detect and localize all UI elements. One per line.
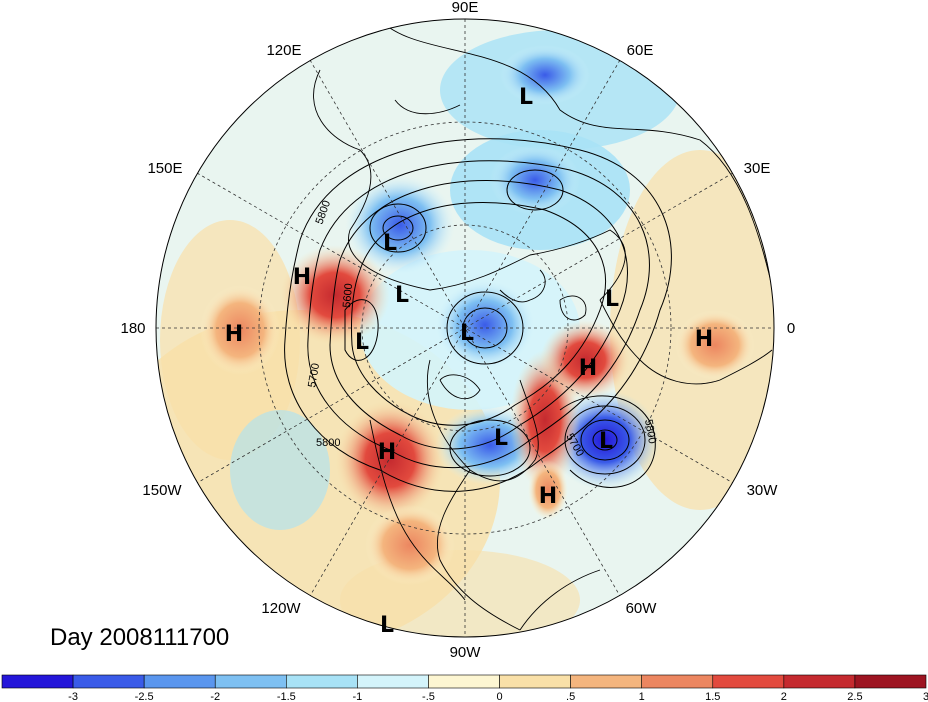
colorbar-swatch (570, 674, 642, 689)
colorbar-tick-label: .5 (566, 691, 575, 702)
graticule (156, 19, 774, 637)
high-center: H (378, 440, 396, 465)
lon-label-90e: 90E (452, 0, 479, 16)
colorbar-tick-label: -2 (210, 691, 220, 702)
colorbar-tick-label: 2.5 (847, 691, 862, 702)
high-center: H (539, 484, 557, 509)
colorbar-swatch (712, 674, 785, 689)
low-center: L (599, 429, 613, 454)
colorbar-tick-label: 3 (923, 691, 928, 702)
colorbar-tick-label: 2 (781, 691, 787, 702)
contour-label: 5600 (341, 283, 355, 308)
low-center: L (355, 330, 369, 355)
low-center: L (494, 426, 508, 451)
low-center: L (380, 613, 394, 638)
anomaly-field (156, 19, 774, 637)
colorbar-swatch (854, 674, 927, 689)
colorbar-swatch (143, 674, 216, 689)
colorbar-swatch (428, 674, 500, 689)
colorbar-tick-label: 0 (496, 691, 502, 702)
colorbar-tick-label: -2.5 (135, 691, 154, 702)
lon-label-120w: 120W (261, 600, 301, 617)
high-center: H (225, 322, 243, 347)
lon-label-30e: 30E (744, 160, 771, 177)
colorbar-tick-label: -3 (68, 691, 78, 702)
high-center: H (579, 356, 597, 381)
colorbar-swatch (286, 674, 358, 689)
lon-label-90w: 90W (450, 644, 482, 661)
day-label: Day 2008111700 (50, 624, 229, 651)
colorbar-swatch (357, 674, 429, 689)
colorbar-tick-label: 1 (639, 691, 645, 702)
lon-label-150w: 150W (142, 482, 182, 499)
colorbar-swatch (641, 674, 714, 689)
colorbar-tick-label: -1.5 (277, 691, 296, 702)
colorbar-ticks: -3 -2.5 -2 -1.5 -1 -.5 0 .5 1 1.5 2 2.5 3 (68, 691, 928, 702)
lon-label-0: 0 (787, 320, 795, 337)
contour-label: 5800 (642, 418, 658, 444)
coastlines (313, 19, 774, 631)
colorbar-tick-label: -1 (352, 691, 362, 702)
contour-label: 5800 (316, 437, 340, 449)
colorbar-swatch (1, 674, 74, 689)
lon-label-120e: 120E (266, 42, 301, 59)
colorbar-swatch (499, 674, 571, 689)
contour-label: 5700 (306, 362, 322, 388)
map-boundary (155, 18, 775, 638)
high-center: H (293, 265, 311, 290)
low-center: L (460, 321, 474, 346)
lon-label-30w: 30W (747, 482, 779, 499)
colorbar-tick-label: 1.5 (705, 691, 720, 702)
lon-label-60w: 60W (626, 600, 658, 617)
colorbar (1, 674, 927, 689)
low-center: L (605, 287, 619, 312)
high-center: H (695, 327, 713, 352)
colorbar-swatch (214, 674, 287, 689)
low-center: L (395, 283, 409, 308)
lon-label-60e: 60E (627, 42, 654, 59)
colorbar-swatch (72, 674, 145, 689)
low-center: L (519, 85, 533, 110)
colorbar-tick-label: -.5 (422, 691, 435, 702)
lon-label-180: 180 (120, 320, 145, 337)
pressure-centers: H H H H H H L L L L L L L L L (225, 85, 713, 638)
colorbar-swatch (783, 674, 856, 689)
lon-label-150e: 150E (147, 160, 182, 177)
low-center: L (383, 231, 397, 256)
